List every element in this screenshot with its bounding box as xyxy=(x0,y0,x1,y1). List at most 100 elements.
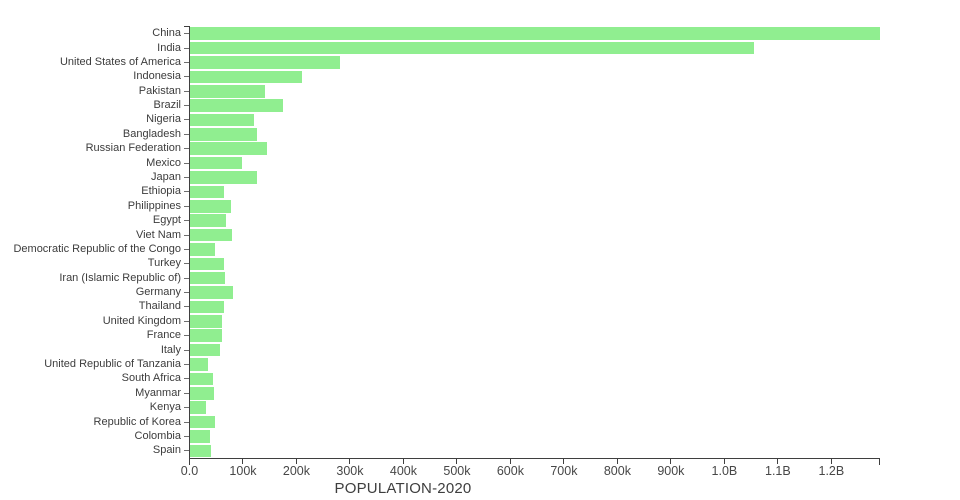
country-label: United Republic of Tanzania xyxy=(44,358,181,370)
population-bar xyxy=(190,401,207,414)
x-axis-tick xyxy=(723,458,725,464)
y-axis-tick xyxy=(183,177,189,179)
population-bar xyxy=(190,185,225,199)
y-axis-tick xyxy=(183,378,189,380)
y-axis-tick xyxy=(183,320,189,322)
population-bar xyxy=(190,156,242,170)
y-axis-tick xyxy=(183,364,189,365)
country-label: Myanmar xyxy=(135,386,181,399)
country-label: France xyxy=(146,329,181,342)
x-axis-tick xyxy=(509,458,511,464)
y-axis-tick xyxy=(183,90,189,92)
population-bar xyxy=(190,99,283,112)
y-axis-tick xyxy=(183,61,189,63)
y-axis-tick xyxy=(183,47,189,49)
population-bar xyxy=(190,128,258,141)
population-bar xyxy=(190,358,208,371)
x-axis-tick xyxy=(295,458,297,464)
population-bar xyxy=(190,430,211,443)
y-axis-tick xyxy=(183,76,189,78)
population-bar xyxy=(190,444,211,458)
country-label: Republic of Korea xyxy=(93,415,181,428)
x-tick-label: 300k xyxy=(336,463,364,478)
x-tick-label: 700k xyxy=(550,463,578,478)
population-bar xyxy=(190,200,231,213)
population-bar xyxy=(190,142,268,156)
population-bar xyxy=(190,343,221,357)
country-label: Egypt xyxy=(152,214,181,227)
x-axis-tick xyxy=(189,458,190,464)
y-axis-tick xyxy=(183,105,189,107)
x-axis-outer-tick xyxy=(879,458,880,465)
country-label: Democratic Republic of the Congo xyxy=(13,242,181,255)
country-label: Philippines xyxy=(127,199,181,212)
x-axis-tick xyxy=(349,458,351,464)
population-bar xyxy=(190,315,222,328)
y-axis-tick xyxy=(183,205,189,207)
x-tick-label: 400k xyxy=(389,463,417,478)
population-bar xyxy=(190,56,340,69)
x-axis-tick xyxy=(616,458,618,464)
x-axis-line xyxy=(189,458,880,459)
y-axis-tick xyxy=(183,33,189,35)
y-axis-outer-tick xyxy=(183,26,190,27)
country-label: Kenya xyxy=(149,401,181,414)
country-label: India xyxy=(157,41,181,54)
population-bar xyxy=(190,415,215,429)
y-axis-tick xyxy=(183,220,189,222)
x-tick-label: 600k xyxy=(496,463,524,478)
y-axis-tick xyxy=(183,306,189,308)
y-axis-line xyxy=(189,26,190,459)
x-tick-label: 200k xyxy=(282,463,311,478)
country-label: Bangladesh xyxy=(122,127,181,140)
y-axis-tick xyxy=(183,234,189,236)
population-bar xyxy=(190,27,880,40)
population-bar xyxy=(190,257,224,271)
country-label: Nigeria xyxy=(146,113,181,126)
population-bar xyxy=(190,372,213,386)
x-tick-label: 1.1B xyxy=(765,463,791,478)
country-label: Brazil xyxy=(153,99,181,112)
population-bar xyxy=(190,386,215,400)
country-label: Viet Nam xyxy=(135,228,181,241)
country-label: Russian Federation xyxy=(85,142,181,155)
y-axis-tick xyxy=(183,248,189,250)
x-axis-tick xyxy=(402,458,404,464)
x-tick-label: 1.0B xyxy=(711,463,738,478)
y-axis-tick xyxy=(183,421,189,423)
country-label: Pakistan xyxy=(138,84,181,97)
population-bar xyxy=(190,300,224,314)
x-axis-tick xyxy=(456,458,458,464)
country-label: China xyxy=(152,27,181,40)
population-bar xyxy=(190,113,255,127)
country-label: Turkey xyxy=(147,257,181,270)
x-axis-tick xyxy=(670,458,672,464)
country-label: Colombia xyxy=(134,429,181,442)
population-bar xyxy=(190,84,265,98)
population-bar xyxy=(190,228,233,242)
country-label: Japan xyxy=(151,171,181,184)
x-axis-tick xyxy=(563,458,565,464)
country-label: Thailand xyxy=(138,300,181,313)
x-tick-label: 800k xyxy=(603,463,631,478)
x-tick-label: 100k xyxy=(229,463,257,478)
country-label: Indonesia xyxy=(133,70,181,83)
country-label: Mexico xyxy=(146,156,181,169)
population-bar xyxy=(190,271,225,285)
population-bar xyxy=(190,243,215,256)
y-axis-tick xyxy=(183,191,189,193)
population-bar xyxy=(190,171,258,184)
country-label: Spain xyxy=(152,444,181,457)
y-axis-tick xyxy=(183,450,189,452)
y-axis-tick xyxy=(183,292,189,294)
y-axis-tick xyxy=(183,162,189,164)
y-axis-tick xyxy=(183,148,189,150)
x-tick-label: 0.0 xyxy=(180,463,199,478)
y-axis-tick xyxy=(183,277,189,279)
x-axis-tick xyxy=(242,458,244,464)
country-label: Italy xyxy=(160,343,181,356)
country-label: United States of America xyxy=(59,55,181,68)
y-axis-tick xyxy=(183,119,189,121)
country-label: South Africa xyxy=(121,372,181,385)
x-axis-tick xyxy=(777,458,779,464)
